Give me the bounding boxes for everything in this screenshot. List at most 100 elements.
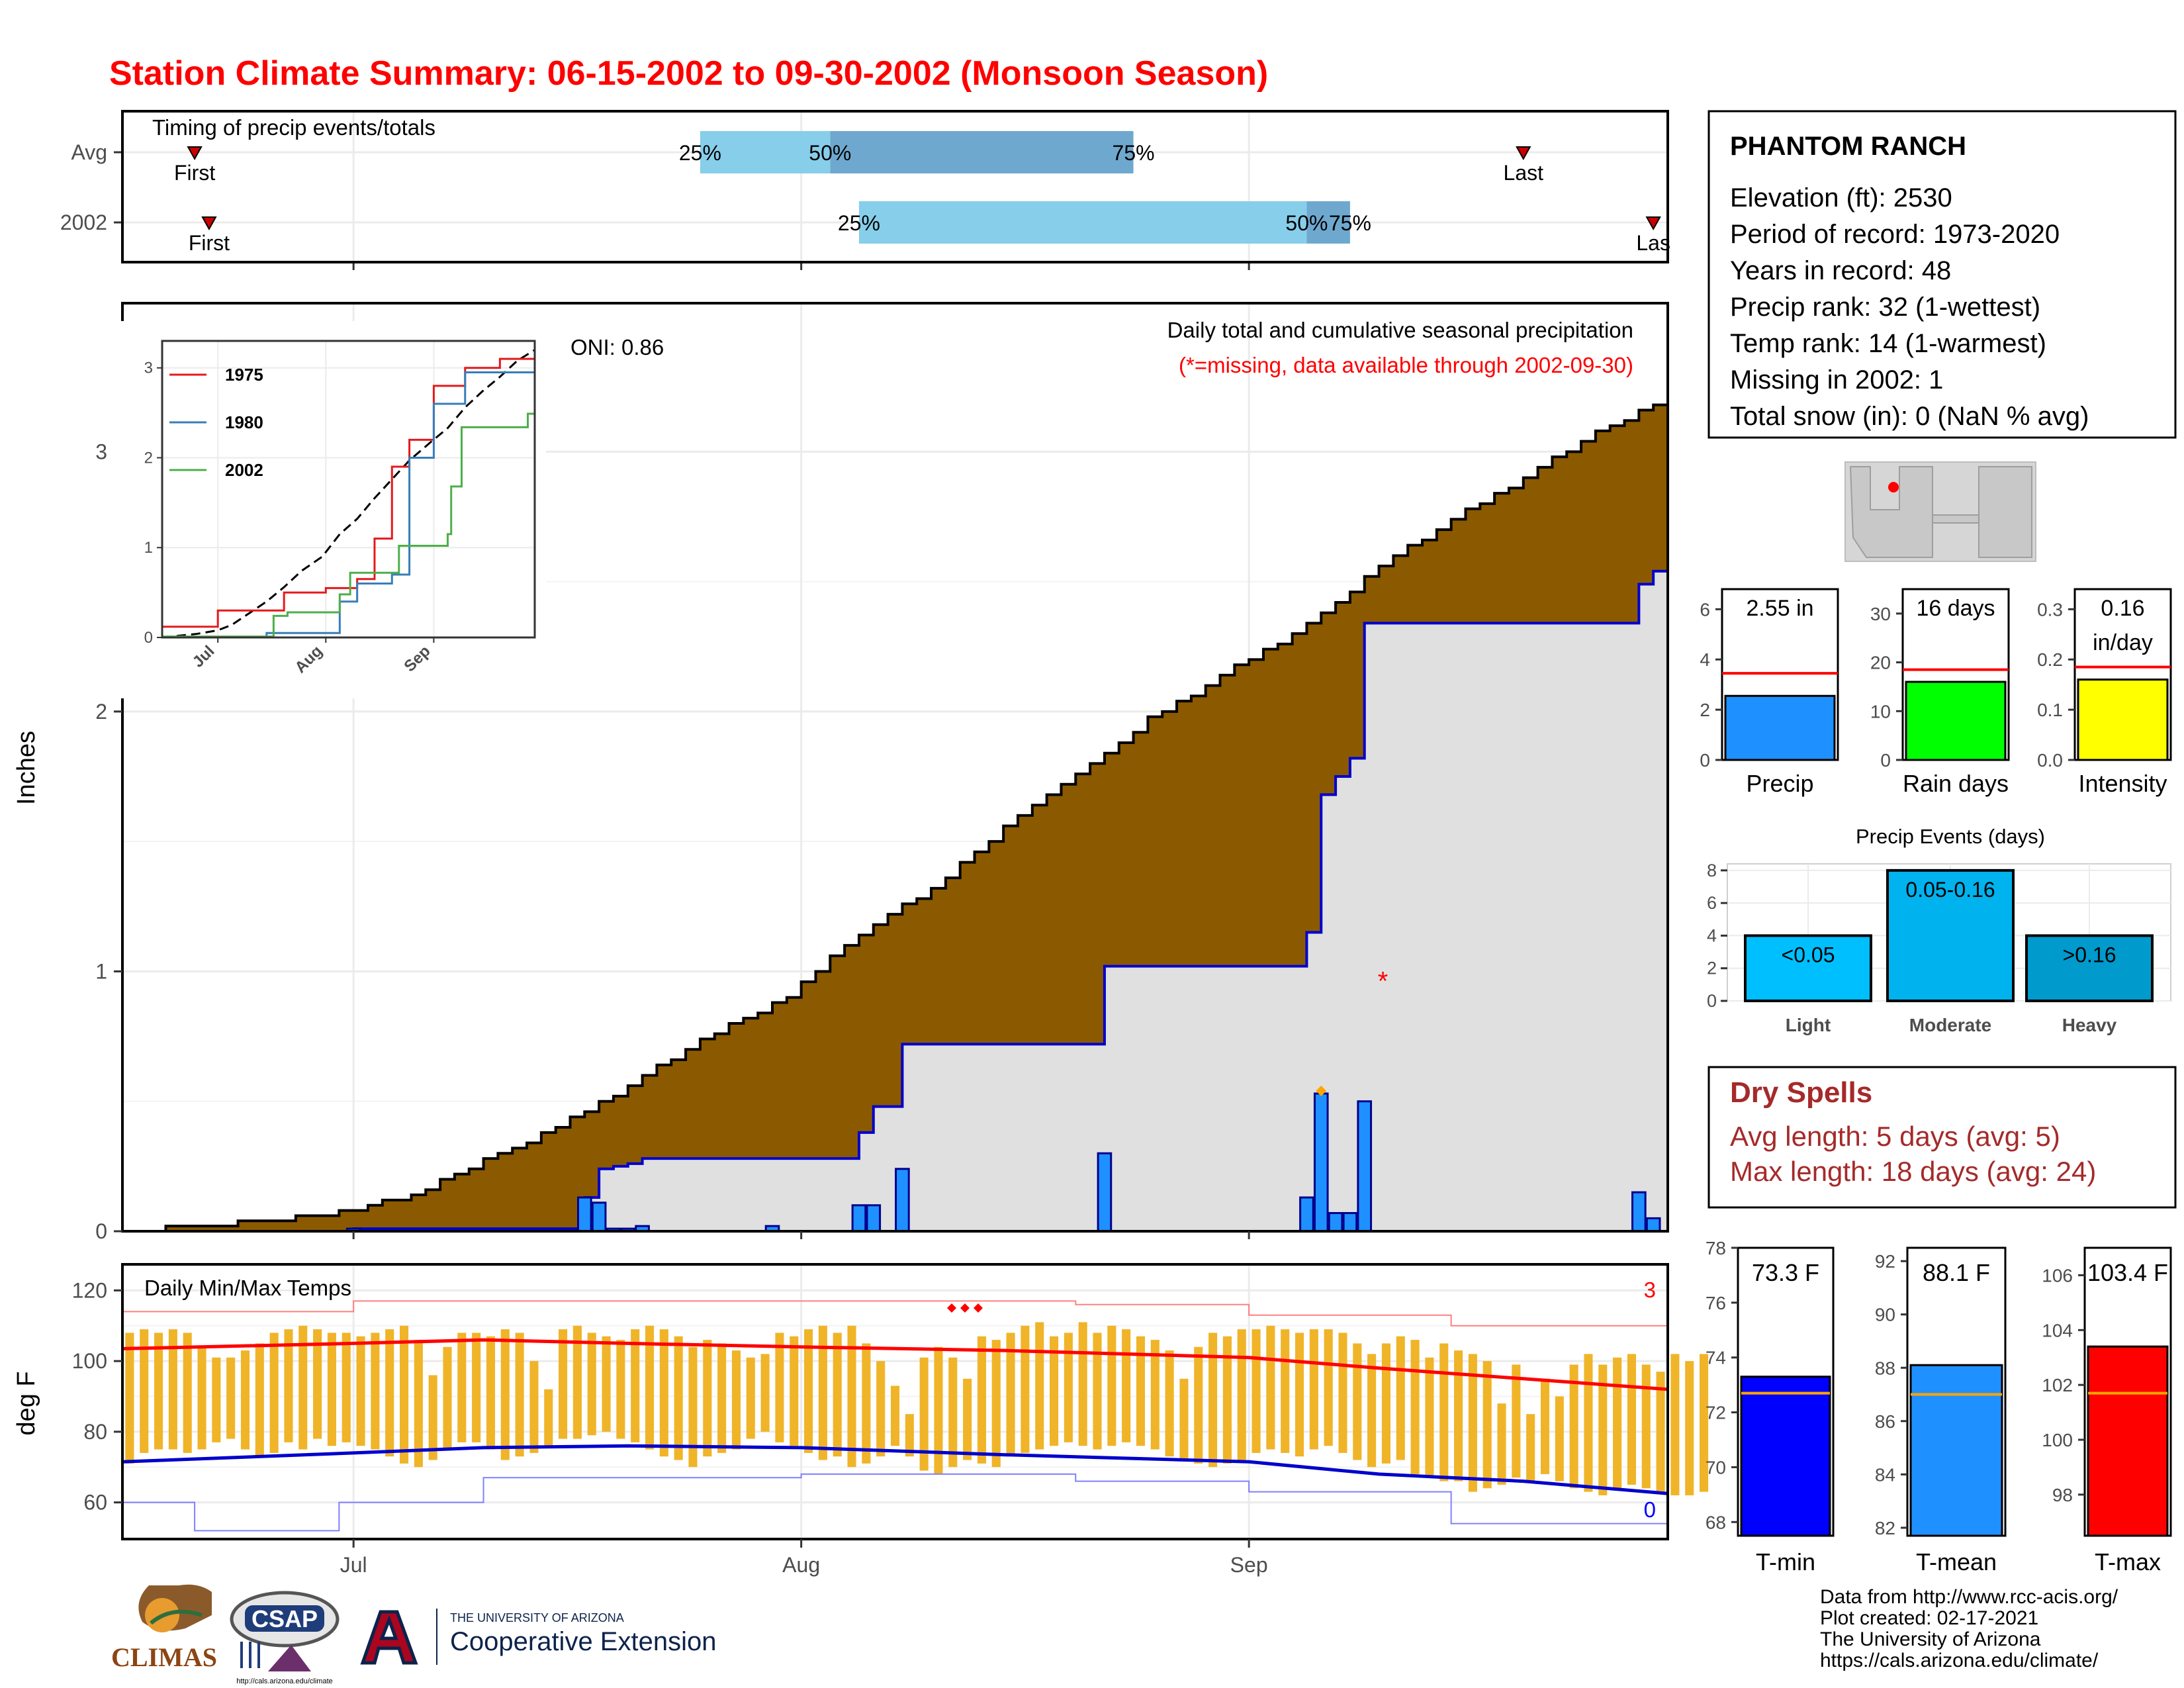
avg-min-temp-line bbox=[122, 1444, 1668, 1495]
temp-xtick-label: Aug bbox=[782, 1553, 820, 1577]
station-info-line: Elevation (ft): 2530 bbox=[1730, 183, 1952, 212]
daily-temp-range-bar bbox=[1064, 1333, 1073, 1442]
inset-border bbox=[161, 340, 536, 639]
inset-legend-label: 1975 bbox=[225, 365, 263, 385]
daily-temp-range-bar bbox=[645, 1325, 655, 1450]
daily-temp-range-bar bbox=[428, 1375, 437, 1460]
daily-temp-range-bar bbox=[1497, 1403, 1506, 1485]
daily-temp-range-bar bbox=[1598, 1364, 1608, 1495]
events-tick-label: 2 bbox=[1707, 959, 1717, 978]
observed-cumulative-line bbox=[122, 568, 1669, 1233]
daily-temp-range-bar bbox=[1208, 1333, 1218, 1468]
timing-p50: 50% bbox=[809, 141, 851, 165]
mini-bar-tick-label: 0.1 bbox=[2037, 700, 2063, 720]
daily-temp-range-bar bbox=[905, 1414, 914, 1457]
events-bar bbox=[1744, 934, 1872, 1003]
daily-precip-bar bbox=[1645, 1217, 1661, 1233]
record-high-marker bbox=[947, 1303, 956, 1313]
daily-temp-range-bar bbox=[1555, 1396, 1564, 1481]
daily-temp-range-bar bbox=[1353, 1343, 1362, 1460]
daily-temp-range-bar bbox=[587, 1333, 596, 1436]
daily-temp-range-bar bbox=[472, 1333, 481, 1442]
temp-bar-value bbox=[1909, 1364, 2003, 1537]
mini-bar-label: Intensity bbox=[2078, 770, 2167, 797]
inset-legend-label: 2002 bbox=[225, 460, 263, 480]
mini-bar-value-label: 0.16 bbox=[2101, 596, 2144, 621]
daily-temp-range-bar bbox=[775, 1333, 784, 1442]
temp-bar-tick-label: 86 bbox=[1875, 1411, 1895, 1432]
precip-caption: Daily total and cumulative seasonal prec… bbox=[1167, 318, 1633, 342]
daily-precip-bar bbox=[591, 1201, 607, 1233]
daily-temp-range-bar bbox=[876, 1361, 886, 1457]
events-tick-label: 8 bbox=[1707, 861, 1717, 880]
daily-temp-range-bar bbox=[631, 1329, 640, 1442]
csap-logo-url: http://cals.arizona.edu/climate bbox=[236, 1677, 333, 1685]
timing-last-label: Las bbox=[1636, 231, 1670, 255]
timing-p25: 25% bbox=[838, 211, 880, 235]
daily-temp-range-bar bbox=[269, 1333, 279, 1453]
inset-ytick-label: 3 bbox=[144, 359, 153, 377]
daily-temp-range-bar bbox=[544, 1389, 553, 1446]
events-title: Precip Events (days) bbox=[1856, 825, 2045, 848]
temp-bar-charts: 73.3 F 68 70 72 74 76 78 T-min 88.1 F 82 84 86 88 90 9… bbox=[1706, 1238, 2172, 1575]
daily-temp-range-bar bbox=[313, 1329, 322, 1439]
temp-bar-tick-label: 104 bbox=[2042, 1320, 2073, 1340]
daily-temp-range-bar bbox=[240, 1350, 250, 1450]
mini-bar-tick-label: 0 bbox=[1700, 750, 1710, 771]
mini-bar-precip: 2.55 in 0 2 4 6 Precip bbox=[1700, 588, 1839, 797]
events-bar-label: Light bbox=[1786, 1015, 1831, 1035]
inset-ytick-label: 1 bbox=[144, 539, 153, 557]
climas-logo-text: CLIMAS bbox=[111, 1642, 217, 1672]
footer-line: https://cals.arizona.edu/climate/ bbox=[1820, 1650, 2099, 1671]
daily-precip-bar bbox=[1097, 1152, 1113, 1233]
daily-temp-range-bar bbox=[1512, 1364, 1521, 1478]
daily-temp-range-bar bbox=[934, 1346, 943, 1474]
temp-bar-tick-label: 78 bbox=[1706, 1238, 1726, 1258]
timing-first-label: First bbox=[189, 231, 230, 255]
figure-title: Station Climate Summary: 06-15-2002 to 0… bbox=[109, 54, 1268, 93]
daily-precip-bar bbox=[1357, 1100, 1373, 1233]
daily-temp-range-bar bbox=[804, 1329, 813, 1453]
record-high-line bbox=[122, 1300, 1668, 1340]
mini-bar-value bbox=[1905, 680, 2007, 761]
daily-temp-range-bar bbox=[284, 1329, 293, 1442]
daily-temp-range-bar bbox=[1122, 1329, 1131, 1442]
events-bar-range: <0.05 bbox=[1782, 943, 1835, 966]
events-bar-range: 0.05-0.16 bbox=[1905, 878, 1995, 902]
daily-temp-range-bar bbox=[1641, 1364, 1651, 1489]
mini-bar-value-label: 16 days bbox=[1916, 596, 1995, 621]
daily-temp-range-bar bbox=[1021, 1325, 1030, 1453]
daily-temp-range-bar bbox=[602, 1336, 611, 1432]
inset-ytick-label: 2 bbox=[144, 449, 153, 467]
daily-precip-bar bbox=[851, 1204, 867, 1233]
mini-bar-tick-label: 4 bbox=[1700, 649, 1710, 670]
temp-bar-tick-label: 98 bbox=[2052, 1485, 2073, 1505]
mini-bar-charts: 2.55 in 0 2 4 6 Precip 16 days 0 10 20 30 Rain days… bbox=[1700, 588, 2172, 797]
daily-temp-range-bar bbox=[1295, 1333, 1304, 1457]
mini-bar-value bbox=[1724, 694, 1836, 761]
daily-temp-range-bar bbox=[226, 1357, 236, 1439]
daily-precip-bar bbox=[1313, 1092, 1329, 1233]
avg-max-temp-line bbox=[122, 1338, 1668, 1391]
mini-bar-value bbox=[2077, 679, 2169, 761]
daily-temp-range-bar bbox=[356, 1336, 365, 1446]
timing-row-label: 2002 bbox=[60, 211, 107, 234]
daily-temp-range-bar bbox=[414, 1340, 423, 1468]
station-name: PHANTOM RANCH bbox=[1730, 132, 1966, 161]
daily-temp-range-bar bbox=[1222, 1336, 1232, 1464]
daily-precip-bar bbox=[1631, 1191, 1647, 1233]
events-bar-range: >0.16 bbox=[2063, 943, 2116, 966]
temp-bar-tick-label: 106 bbox=[2042, 1265, 2073, 1286]
daily-temp-range-bar bbox=[298, 1325, 308, 1450]
temp-bar-tick-label: 90 bbox=[1875, 1305, 1895, 1325]
daily-temp-range-bar bbox=[1078, 1322, 1087, 1446]
temp-panel: Daily Min/Max Temps deg F 3 0 60 80 100 120… bbox=[13, 1263, 1709, 1577]
precip-ylabel: Inches bbox=[13, 731, 40, 805]
daily-temp-range-bar bbox=[674, 1336, 683, 1460]
daily-temp-range-bar bbox=[703, 1340, 712, 1457]
timing-iqr-high bbox=[1306, 201, 1350, 244]
csap-logo-text: CSAP bbox=[251, 1605, 318, 1632]
temp-bar-tick-label: 84 bbox=[1875, 1464, 1895, 1485]
daily-temp-range-bar bbox=[385, 1329, 394, 1457]
climas-logo: CLIMAS bbox=[111, 1584, 217, 1672]
